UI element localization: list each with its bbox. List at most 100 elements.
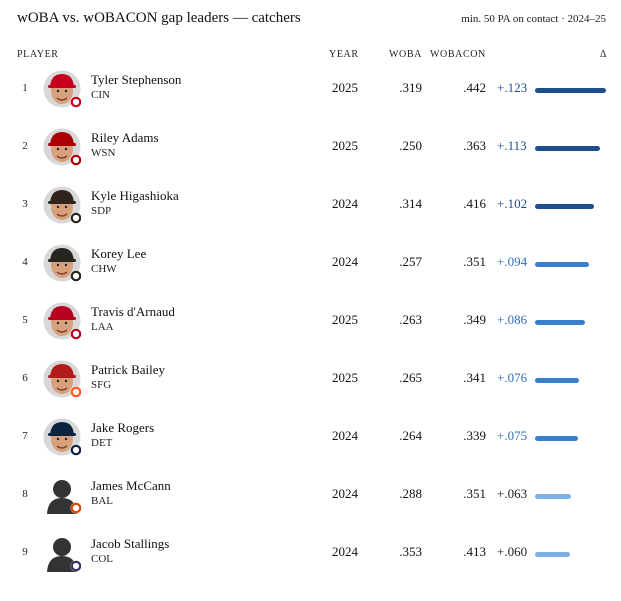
- player-avatar: [43, 128, 82, 166]
- team-abbr: LAA: [91, 321, 114, 333]
- eye-left: [56, 147, 60, 151]
- eye-right: [64, 147, 68, 151]
- rank-label: 2: [22, 140, 28, 152]
- woba-cell: .264: [399, 428, 422, 443]
- woba-cell: .314: [399, 196, 422, 211]
- mouth: [56, 213, 68, 217]
- cap-brim: [48, 433, 76, 436]
- chart-title: wOBA vs. wOBACON gap leaders — catchers: [17, 10, 301, 26]
- eye-right: [64, 379, 68, 383]
- player-headshot: [43, 244, 82, 282]
- cap: [50, 422, 74, 435]
- player-avatar: [43, 70, 82, 108]
- table-row: 3 Kyle Higashioka SDP 2024 .314 .416 +.102: [0, 177, 621, 235]
- column-header-woba: WOBA: [389, 49, 422, 60]
- white-sox-logo: [70, 270, 82, 282]
- eye-left: [56, 263, 60, 267]
- eye-right: [64, 89, 68, 93]
- mouth: [56, 329, 68, 333]
- silhouette-icon: [47, 480, 82, 514]
- team-abbr: BAL: [91, 495, 113, 507]
- wobacon-cell: .339: [463, 428, 486, 443]
- giants-sf-logo: [70, 386, 82, 398]
- wobacon-cell: .341: [463, 370, 486, 385]
- year-cell: 2025: [332, 370, 358, 385]
- eye-right: [64, 437, 68, 441]
- rank-label: 1: [22, 82, 28, 94]
- player-avatar: [43, 186, 82, 224]
- eye-left: [56, 437, 60, 441]
- wobacon-cell: .363: [463, 138, 486, 153]
- delta-label: +.094: [497, 254, 528, 269]
- column-header-player: PLAYER: [17, 49, 59, 60]
- team-abbr: CIN: [91, 89, 110, 101]
- wobacon-cell: .351: [463, 254, 486, 269]
- year-cell: 2024: [332, 544, 358, 559]
- woba-cell: .250: [399, 138, 422, 153]
- rockies-cr-logo: [70, 560, 82, 572]
- team-abbr: WSN: [91, 147, 116, 159]
- player-name: Korey Lee: [91, 246, 147, 261]
- team-abbr: COL: [91, 553, 113, 565]
- column-header-wobacon: WOBACON: [430, 49, 486, 60]
- woba-cell: .263: [399, 312, 422, 327]
- player-avatar: [43, 302, 82, 340]
- eye-left: [56, 205, 60, 209]
- mouth: [56, 155, 68, 159]
- table-row: 4 Korey Lee CHW 2024 .257 .351 +.094: [0, 235, 621, 293]
- player-avatar: [43, 534, 82, 572]
- cap-brim: [48, 143, 76, 146]
- player-headshot: [43, 70, 82, 108]
- table-row: 7 Jake Rogers DET 2024 .264 .339 +.075: [0, 409, 621, 467]
- cap: [50, 132, 74, 145]
- team-abbr: CHW: [91, 263, 117, 275]
- player-name: Jacob Stallings: [91, 536, 170, 551]
- cap: [50, 74, 74, 87]
- year-cell: 2025: [332, 138, 358, 153]
- cap-brim: [48, 375, 76, 378]
- rank-label: 7: [22, 430, 28, 442]
- wobacon-cell: .413: [463, 544, 486, 559]
- tigers-d-logo: [70, 444, 82, 456]
- cap: [50, 190, 74, 203]
- delta-label: +.060: [497, 544, 528, 559]
- woba-cell: .319: [399, 80, 422, 95]
- mouth: [56, 97, 68, 101]
- delta-bar: [535, 88, 606, 93]
- year-cell: 2024: [332, 428, 358, 443]
- player-name: Kyle Higashioka: [91, 188, 179, 203]
- delta-label: +.113: [497, 138, 527, 153]
- mouth: [56, 271, 68, 275]
- year-cell: 2024: [332, 486, 358, 501]
- delta-label: +.123: [497, 80, 528, 95]
- eye-right: [64, 263, 68, 267]
- player-avatar: [43, 360, 82, 398]
- silhouette-body: [47, 498, 77, 514]
- player-avatar: [43, 476, 82, 514]
- delta-label: +.076: [497, 370, 528, 385]
- player-headshot: [43, 418, 82, 456]
- table-row: 2 Riley Adams WSN 2025 .250 .363 +.113: [0, 119, 621, 177]
- delta-label: +.102: [497, 196, 528, 211]
- mouth: [56, 445, 68, 449]
- chart-subtitle: min. 50 PA on contact · 2024–25: [461, 13, 606, 25]
- cap-brim: [48, 317, 76, 320]
- eye-left: [56, 321, 60, 325]
- nationals-w-logo: [70, 154, 82, 166]
- rank-label: 4: [22, 256, 28, 268]
- rank-label: 5: [22, 314, 28, 326]
- cap-brim: [48, 201, 76, 204]
- wobacon-cell: .416: [463, 196, 486, 211]
- cap-brim: [48, 85, 76, 88]
- table-row: 1 Tyler Stephenson CIN 2025 .319 .442 +.123: [0, 61, 621, 119]
- team-abbr: SDP: [91, 205, 112, 217]
- woba-cell: .288: [399, 486, 422, 501]
- wobacon-cell: .351: [463, 486, 486, 501]
- delta-bar: [535, 494, 571, 499]
- wobacon-cell: .349: [463, 312, 486, 327]
- orioles-bird-logo: [70, 502, 82, 514]
- angels-a-logo: [70, 328, 82, 340]
- rank-label: 6: [22, 372, 28, 384]
- player-name: Riley Adams: [91, 130, 159, 145]
- table-row: 9 Jacob Stallings COL 2024 .353 .413 +.060: [0, 525, 621, 583]
